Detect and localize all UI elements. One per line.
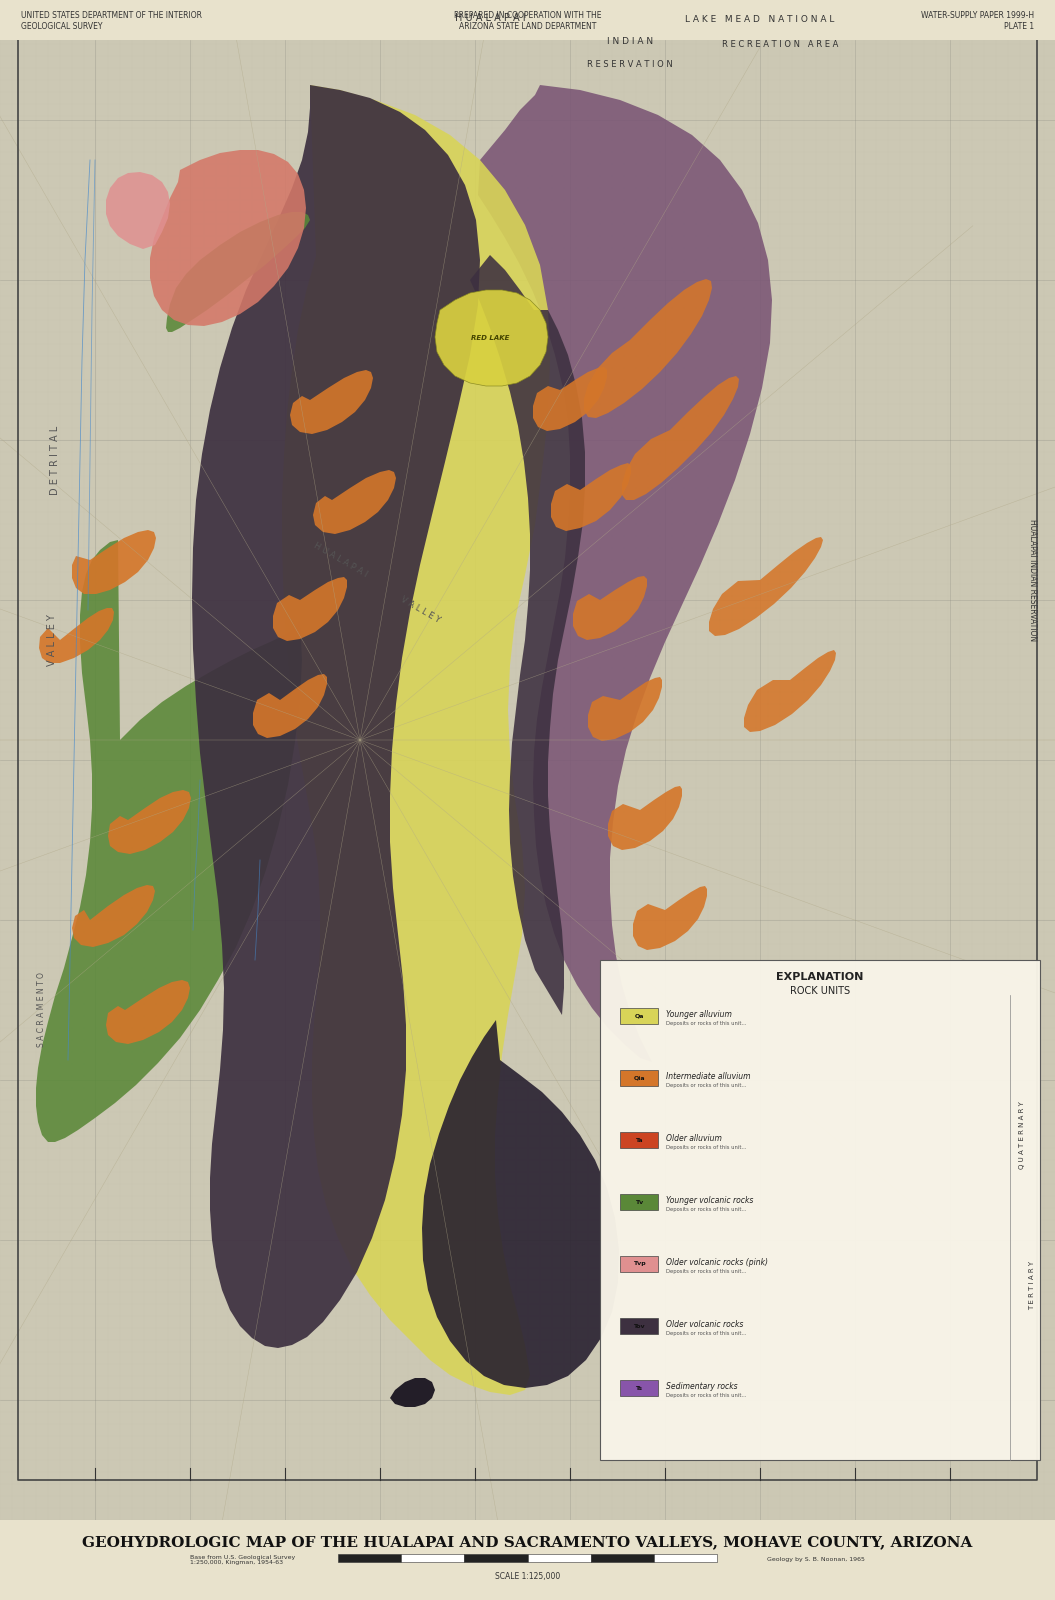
Polygon shape [633, 886, 707, 950]
Text: Deposits or rocks of this unit...: Deposits or rocks of this unit... [666, 1021, 746, 1026]
Polygon shape [478, 85, 772, 1062]
Text: Younger volcanic rocks: Younger volcanic rocks [666, 1195, 753, 1205]
Text: Qia: Qia [633, 1075, 645, 1080]
Polygon shape [108, 790, 191, 854]
Text: Older volcanic rocks: Older volcanic rocks [666, 1320, 744, 1330]
Text: Younger alluvium: Younger alluvium [666, 1010, 732, 1019]
Text: D E T R I T A L: D E T R I T A L [50, 426, 60, 494]
Text: V A L L E Y: V A L L E Y [399, 595, 441, 626]
Polygon shape [584, 278, 712, 418]
FancyBboxPatch shape [401, 1554, 464, 1562]
Text: WATER-SUPPLY PAPER 1999-H
PLATE 1: WATER-SUPPLY PAPER 1999-H PLATE 1 [921, 11, 1034, 30]
Bar [600, 960, 1040, 1459]
Text: UNITED STATES DEPARTMENT OF THE INTERIOR
GEOLOGICAL SURVEY: UNITED STATES DEPARTMENT OF THE INTERIOR… [21, 11, 203, 30]
Polygon shape [72, 885, 155, 947]
Text: SCALE 1:125,000: SCALE 1:125,000 [495, 1571, 560, 1581]
Text: Tv: Tv [635, 1200, 644, 1205]
Text: Qa: Qa [634, 1013, 644, 1019]
Polygon shape [422, 1021, 619, 1387]
FancyBboxPatch shape [591, 1554, 654, 1562]
Text: GEOHYDROLOGIC MAP OF THE HUALAPAI AND SACRAMENTO VALLEYS, MOHAVE COUNTY, ARIZONA: GEOHYDROLOGIC MAP OF THE HUALAPAI AND SA… [82, 1536, 973, 1549]
Text: Deposits or rocks of this unit...: Deposits or rocks of this unit... [666, 1083, 746, 1088]
Polygon shape [282, 85, 550, 1395]
Text: I N D I A N: I N D I A N [607, 37, 653, 46]
Text: T E R T I A R Y: T E R T I A R Y [1029, 1261, 1035, 1309]
Polygon shape [744, 650, 836, 731]
Bar [620, 1070, 658, 1086]
Polygon shape [588, 677, 661, 741]
Polygon shape [150, 150, 306, 326]
Polygon shape [608, 786, 682, 850]
Text: L A K E   M E A D   N A T I O N A L: L A K E M E A D N A T I O N A L [686, 16, 835, 24]
Polygon shape [166, 211, 310, 331]
Bar [620, 1256, 658, 1272]
Text: V A L L E Y: V A L L E Y [47, 614, 57, 666]
Polygon shape [390, 1378, 435, 1406]
Text: Deposits or rocks of this unit...: Deposits or rocks of this unit... [666, 1269, 746, 1274]
Polygon shape [313, 470, 396, 534]
Text: ROCK UNITS: ROCK UNITS [790, 986, 850, 995]
FancyBboxPatch shape [528, 1554, 591, 1562]
Polygon shape [106, 979, 190, 1043]
Text: Deposits or rocks of this unit...: Deposits or rocks of this unit... [666, 1394, 746, 1398]
FancyBboxPatch shape [464, 1554, 528, 1562]
Bar [620, 1133, 658, 1149]
Polygon shape [106, 171, 170, 250]
Bar [620, 1379, 658, 1395]
Polygon shape [622, 376, 738, 499]
Text: S A C R A M E N T O: S A C R A M E N T O [38, 973, 46, 1048]
Text: PREPARED IN COOPERATION WITH THE
ARIZONA STATE LAND DEPARTMENT: PREPARED IN COOPERATION WITH THE ARIZONA… [454, 11, 601, 30]
Text: Ta: Ta [635, 1138, 642, 1142]
FancyBboxPatch shape [654, 1554, 717, 1562]
Polygon shape [273, 578, 347, 642]
Text: Tov: Tov [633, 1323, 645, 1328]
Text: R E C R E A T I O N   A R E A: R E C R E A T I O N A R E A [722, 40, 838, 50]
Text: Tvp: Tvp [633, 1261, 646, 1267]
Text: Geology by S. B. Noonan, 1965: Geology by S. B. Noonan, 1965 [767, 1557, 865, 1563]
Polygon shape [573, 576, 647, 640]
Text: RED LAKE: RED LAKE [471, 334, 510, 341]
Bar [620, 1008, 658, 1024]
Bar [620, 1194, 658, 1210]
Polygon shape [469, 254, 586, 1014]
Text: Base from U.S. Geological Survey
1:250,000, Kingman, 1954-63: Base from U.S. Geological Survey 1:250,0… [190, 1555, 295, 1565]
Polygon shape [551, 462, 631, 531]
Polygon shape [435, 290, 548, 386]
Polygon shape [533, 366, 607, 430]
Polygon shape [192, 85, 480, 1347]
Polygon shape [36, 539, 302, 1142]
Text: Intermediate alluvium: Intermediate alluvium [666, 1072, 750, 1082]
Text: Deposits or rocks of this unit...: Deposits or rocks of this unit... [666, 1146, 746, 1150]
Polygon shape [290, 370, 373, 434]
Text: Sedimentary rocks: Sedimentary rocks [666, 1382, 737, 1390]
Text: Q U A T E R N A R Y: Q U A T E R N A R Y [1019, 1101, 1025, 1170]
FancyBboxPatch shape [338, 1554, 401, 1562]
Text: Deposits or rocks of this unit...: Deposits or rocks of this unit... [666, 1331, 746, 1336]
Polygon shape [253, 674, 327, 738]
Text: H U A L A P A I: H U A L A P A I [311, 541, 368, 579]
Text: R E S E R V A T I O N: R E S E R V A T I O N [588, 61, 673, 69]
Bar [620, 1318, 658, 1334]
Text: EXPLANATION: EXPLANATION [776, 971, 864, 982]
Polygon shape [72, 530, 156, 594]
Text: Older volcanic rocks (pink): Older volcanic rocks (pink) [666, 1258, 768, 1267]
Text: Deposits or rocks of this unit...: Deposits or rocks of this unit... [666, 1206, 746, 1213]
Text: HUALAPAI INDIAN RESERVATION: HUALAPAI INDIAN RESERVATION [1028, 518, 1036, 642]
Text: Older alluvium: Older alluvium [666, 1134, 722, 1142]
Polygon shape [39, 608, 114, 662]
Text: Ts: Ts [635, 1386, 642, 1390]
Polygon shape [709, 538, 823, 635]
Text: H U A L A P A I: H U A L A P A I [455, 13, 525, 22]
